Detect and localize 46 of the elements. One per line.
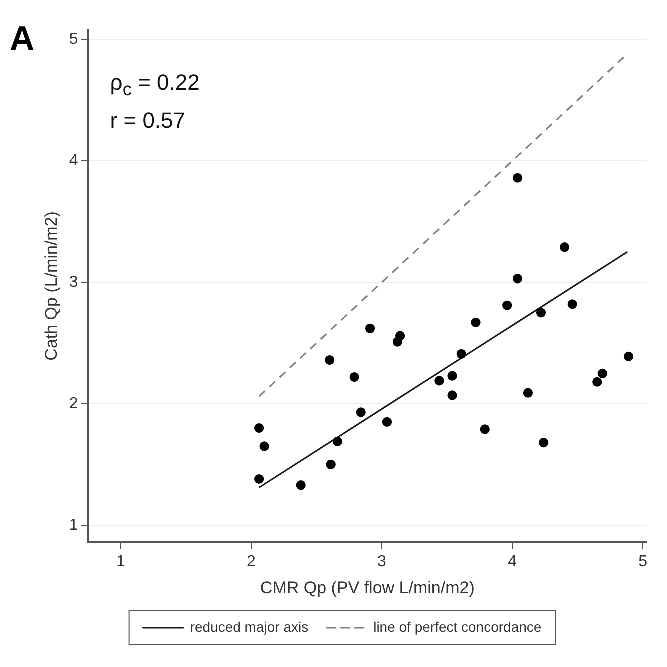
point <box>448 371 458 381</box>
point <box>502 300 512 310</box>
y-tick-label: 4 <box>69 152 78 170</box>
chart-title: A <box>10 20 35 59</box>
point <box>296 480 306 490</box>
point <box>326 460 336 470</box>
x-axis-title: CMR Qp (PV flow L/min/m2) <box>260 578 475 598</box>
point <box>624 352 634 362</box>
x-tick-label: 4 <box>508 553 518 570</box>
point <box>434 376 444 386</box>
point <box>392 337 402 347</box>
x-tick-label: 2 <box>247 553 256 570</box>
annotation: r = 0.57 <box>110 108 186 134</box>
point <box>254 474 264 484</box>
y-tick-label: 5 <box>69 31 78 48</box>
point <box>448 390 458 400</box>
point <box>260 442 270 452</box>
y-tick-label: 3 <box>69 274 78 291</box>
point <box>254 423 264 434</box>
point <box>512 173 523 183</box>
annotation: ρ$_{c}$ = 0.22 <box>110 70 200 100</box>
point <box>356 408 366 418</box>
point <box>560 242 570 252</box>
x-tick-label: 3 <box>378 553 387 570</box>
point <box>523 388 534 398</box>
legend-label: reduced major axis <box>190 618 309 635</box>
point <box>456 349 466 359</box>
point <box>480 424 490 434</box>
y-axis-title: Cath Qp (L/min/m2) <box>42 212 61 361</box>
point <box>539 438 549 448</box>
legend-label: line of perfect concordance <box>374 618 542 635</box>
y-tick-label: 2 <box>69 395 78 412</box>
x-tick-label: 1 <box>116 553 126 570</box>
point <box>332 436 342 446</box>
point <box>382 417 392 427</box>
point <box>592 377 602 387</box>
point <box>471 318 481 328</box>
point <box>536 308 546 318</box>
x-tick-label: 5 <box>638 553 648 570</box>
point <box>512 274 523 284</box>
point <box>598 368 608 378</box>
point <box>350 372 360 382</box>
y-tick-label: 1 <box>69 516 78 534</box>
point <box>324 355 335 366</box>
point <box>568 300 578 310</box>
point <box>365 324 376 334</box>
